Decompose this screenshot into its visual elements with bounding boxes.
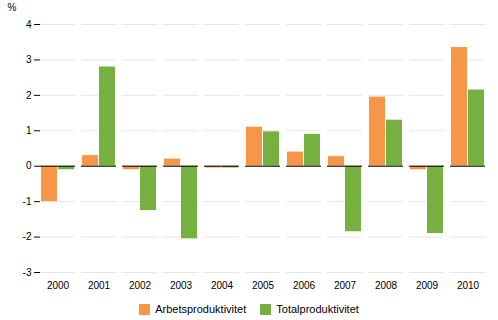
- svg-text:%: %: [8, 2, 17, 13]
- html-text:Arbetsproduktivitet: Arbetsproduktivitet: [155, 303, 247, 315]
- svg-text:2010: 2010: [457, 280, 480, 291]
- svg-text:4: 4: [26, 19, 32, 30]
- svg-text:2006: 2006: [293, 280, 316, 291]
- svg-text:2001: 2001: [88, 280, 111, 291]
- svg-text:2004: 2004: [211, 280, 234, 291]
- svg-text:1: 1: [26, 125, 32, 136]
- svg-text:2003: 2003: [170, 280, 193, 291]
- svg-text:2005: 2005: [252, 280, 275, 291]
- svg-text:3: 3: [26, 54, 32, 65]
- svg-text:2007: 2007: [334, 280, 357, 291]
- svg-text:2009: 2009: [416, 280, 439, 291]
- svg-text:-2: -2: [23, 231, 32, 242]
- svg-text:0: 0: [26, 160, 32, 171]
- svg-text:2002: 2002: [129, 280, 152, 291]
- svg-text:-1: -1: [23, 196, 32, 207]
- html-text:Totalproduktivitet: Totalproduktivitet: [276, 303, 359, 315]
- svg-text:-3: -3: [23, 267, 32, 278]
- svg-text:2000: 2000: [47, 280, 70, 291]
- svg-text:2008: 2008: [375, 280, 398, 291]
- svg-text:2: 2: [26, 90, 32, 101]
